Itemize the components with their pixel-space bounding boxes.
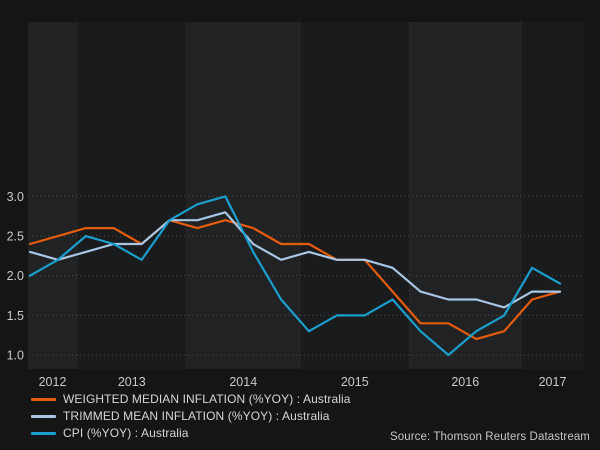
y-axis-tick-label: 2.5 bbox=[7, 230, 24, 244]
legend-label-cpi: CPI (%YOY) : Australia bbox=[63, 426, 189, 440]
series-line-cpi bbox=[28, 195, 562, 357]
y-axis-tick-label: 1.0 bbox=[7, 349, 24, 363]
x-axis-tick-label: 2017 bbox=[539, 375, 567, 389]
y-axis-tick-label: 1.5 bbox=[7, 309, 24, 323]
legend-item-cpi: CPI (%YOY) : Australia bbox=[31, 426, 351, 441]
x-axis-tick-label: 2012 bbox=[39, 375, 67, 389]
legend-swatch-weighted-median bbox=[31, 398, 56, 401]
year-band bbox=[28, 22, 77, 369]
legend: WEIGHTED MEDIAN INFLATION (%YOY) : Austr… bbox=[31, 392, 351, 441]
x-axis-tick-label: 2014 bbox=[229, 375, 257, 389]
legend-label-weighted-median: WEIGHTED MEDIAN INFLATION (%YOY) : Austr… bbox=[63, 392, 351, 406]
source-text: Source: Thomson Reuters Datastream bbox=[389, 431, 590, 443]
year-band bbox=[409, 22, 521, 369]
y-axis-tick-label: 3.0 bbox=[7, 190, 24, 204]
series-line-trimmed-mean bbox=[28, 211, 562, 309]
x-axis-tick-label: 2016 bbox=[451, 375, 479, 389]
legend-swatch-trimmed-mean bbox=[31, 415, 56, 418]
legend-label-trimmed-mean: TRIMMED MEAN INFLATION (%YOY) : Australi… bbox=[63, 409, 330, 423]
x-axis-tick-label: 2013 bbox=[118, 375, 146, 389]
x-axis-tick-label: 2015 bbox=[341, 375, 369, 389]
legend-item-weighted-median: WEIGHTED MEDIAN INFLATION (%YOY) : Austr… bbox=[31, 392, 351, 407]
year-band bbox=[186, 22, 300, 369]
legend-item-trimmed-mean: TRIMMED MEAN INFLATION (%YOY) : Australi… bbox=[31, 409, 351, 424]
y-axis-tick-label: 2.0 bbox=[7, 269, 24, 283]
legend-swatch-cpi bbox=[31, 432, 56, 435]
